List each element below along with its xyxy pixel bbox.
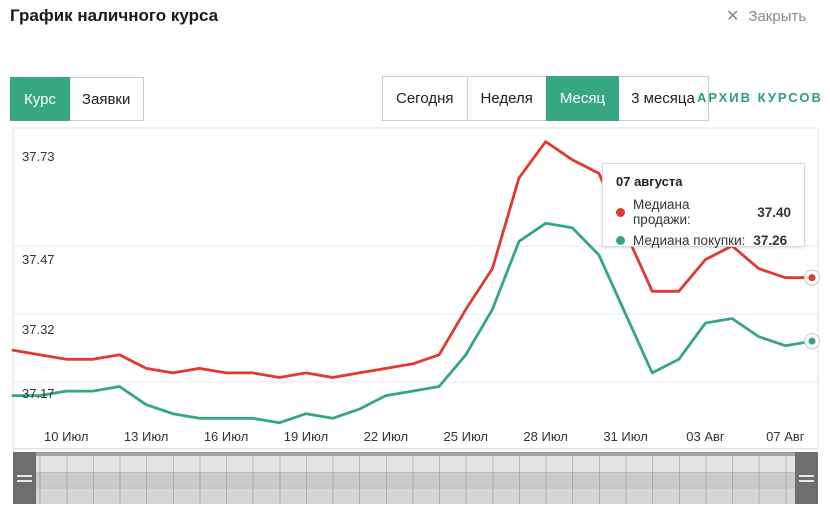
close-button[interactable]: ✕ Закрыть [726,8,806,25]
sell-series-dot-icon [616,207,625,217]
chart-tooltip: 07 августа Медиана продажи: 37.40 Медиан… [602,163,805,248]
tooltip-sell-label: Медиана продажи: [633,197,691,227]
tab-kurs[interactable]: Курс [10,77,70,121]
x-tick-label: 22 Июл [363,429,409,444]
x-tick-label: 07 Авг [766,429,805,444]
x-tick-label: 16 Июл [203,429,249,444]
tooltip-date: 07 августа [616,174,683,189]
navigator-track[interactable] [13,452,818,504]
x-tick-label: 10 Июл [44,429,89,444]
close-icon: ✕ [726,7,740,25]
view-toggle-group: Курс Заявки [10,77,145,121]
y-tick-label: 37.73 [22,149,55,164]
tooltip-sell-value: 37.40 [757,204,791,220]
x-tick-label: 13 Июл [123,429,169,444]
y-tick-label: 37.17 [22,386,55,401]
period-toggle-group: Сегодня Неделя Месяц 3 месяца [382,76,709,121]
tooltip-buy-value: 37.26 [753,233,788,248]
sell-line [11,140,814,379]
page-title: График наличного курса [10,6,219,25]
period-today[interactable]: Сегодня [383,77,468,120]
tab-zayavki[interactable]: Заявки [68,78,144,120]
sell-marker [808,274,816,282]
archive-rates-link[interactable]: АРХИВ КУРСОВ [697,90,823,105]
buy-series-dot-icon [616,236,625,245]
x-tick-label: 25 Июл [443,429,488,444]
y-tick-label: 37.47 [22,252,55,267]
period-week[interactable]: Неделя [467,77,547,120]
range-navigator[interactable] [13,448,818,504]
buy-marker [808,337,816,345]
tooltip-row-buy: Медиана покупки: 37.26 [616,233,791,248]
x-tick-label: 31 Июл [603,429,648,444]
handle-grip-icon [17,474,32,482]
close-label: Закрыть [748,8,807,25]
tooltip-row-sell: Медиана продажи: 37.40 [616,197,791,227]
period-month[interactable]: Месяц [545,76,620,121]
x-tick-label: 03 Авг [686,429,725,444]
period-3months[interactable]: 3 месяца [618,77,708,120]
y-tick-label: 37.32 [22,322,55,337]
buy-line [11,221,814,425]
tooltip-buy-label: Медиана покупки: [633,233,746,248]
x-tick-label: 19 Июл [283,429,329,444]
navigator-left-handle[interactable] [13,452,36,504]
x-tick-label: 28 Июл [523,429,568,444]
handle-grip-icon [799,474,814,482]
navigator-right-handle[interactable] [795,452,818,504]
